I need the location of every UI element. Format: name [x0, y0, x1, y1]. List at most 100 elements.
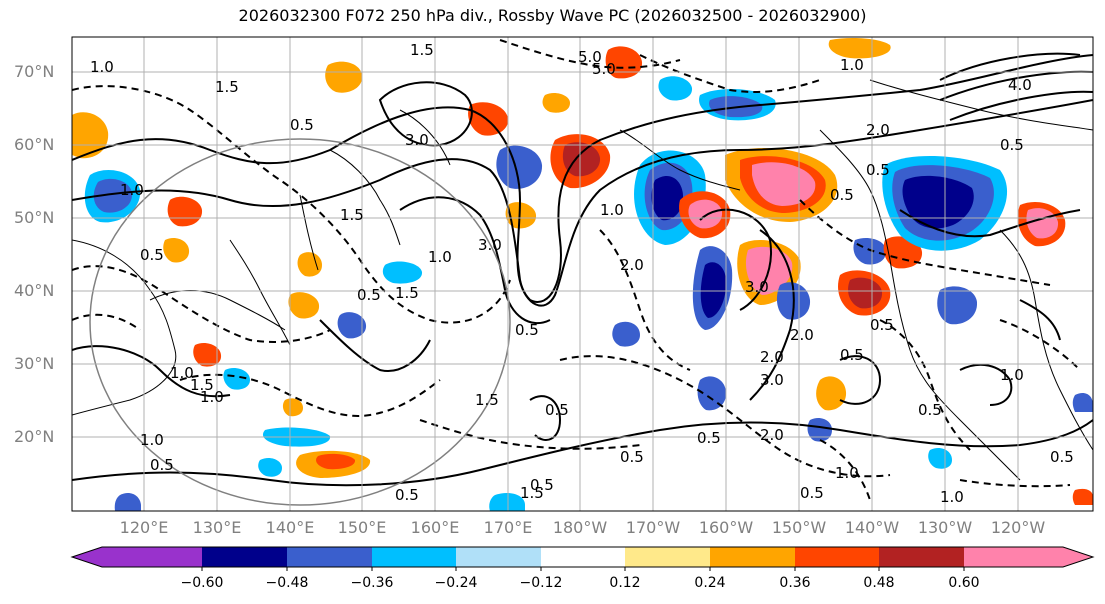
contour-label: 0.5: [1050, 448, 1074, 466]
contour-label: 0.5: [697, 429, 721, 447]
contour-label: 1.0: [1000, 366, 1024, 384]
lon-label: 140°E: [265, 518, 315, 537]
rossby-contours-solid: [72, 52, 1093, 487]
colorbar-tick-label: −0.12: [519, 575, 563, 591]
colorbar-tick-label: 0.24: [694, 575, 726, 591]
contour-label: 1.0: [840, 56, 864, 74]
contour-label: 0.5: [840, 346, 864, 364]
lat-label: 50°N: [14, 208, 55, 227]
lat-label: 60°N: [14, 135, 55, 154]
colorbar-tick-label: −0.36: [350, 575, 394, 591]
contour-label: 0.5: [290, 116, 314, 134]
gridlines: [72, 37, 1093, 511]
contour-label: 1.5: [215, 78, 239, 96]
contour-label: 1.5: [190, 376, 214, 394]
lon-label: 160°E: [410, 518, 460, 537]
contour-label: 1.0: [200, 388, 224, 406]
contour-label: 2.0: [760, 426, 784, 444]
colorbar-extend-low: [72, 547, 102, 567]
contour-label: 1.5: [410, 41, 434, 59]
colorbar-segment: [625, 547, 710, 567]
contour-label: 3.0: [405, 131, 429, 149]
contour-label: 0.5: [800, 484, 824, 502]
lon-label: 120°E: [119, 518, 169, 537]
colorbar-segment: [541, 547, 625, 567]
lon-label: 150°E: [337, 518, 387, 537]
lon-label: 160°W: [698, 518, 754, 537]
contour-label: 5.0: [578, 48, 602, 66]
contour-label: 0.5: [357, 286, 381, 304]
contour-label: 0.5: [545, 401, 569, 419]
contour-label: 2.0: [760, 348, 784, 366]
coastlines: [72, 79, 1093, 481]
lat-label: 30°N: [14, 354, 55, 373]
contour-label: 1.0: [170, 364, 194, 382]
contour-label: 3.0: [478, 236, 502, 254]
lon-label: 120°W: [990, 518, 1046, 537]
contour-label: 1.0: [835, 464, 859, 482]
colorbar-segment: [964, 547, 1063, 567]
rossby-contours-dashed: [72, 39, 1081, 501]
lon-label: 150°W: [771, 518, 827, 537]
contour-label: 1.0: [140, 431, 164, 449]
colorbar: [70, 546, 1095, 571]
colorbar-tick-label: −0.48: [265, 575, 309, 591]
colorbar-segment: [710, 547, 795, 567]
colorbar-segment: [795, 547, 879, 567]
colorbar-extend-high: [1063, 547, 1093, 567]
contour-label: 0.5: [515, 321, 539, 339]
contour-label: 1.5: [475, 391, 499, 409]
contour-label: 0.5: [870, 316, 894, 334]
contour-label: 2.0: [620, 256, 644, 274]
lon-label: 130°E: [192, 518, 242, 537]
contour-label: 0.5: [395, 486, 419, 504]
contour-label: 0.5: [866, 161, 890, 179]
reference-circle: [89, 138, 511, 506]
lon-label: 180°W: [552, 518, 608, 537]
colorbar-tick-label: 0.60: [948, 575, 980, 591]
lon-label: 170°E: [483, 518, 533, 537]
contour-label: 1.0: [120, 181, 144, 199]
contour-label: 1.0: [428, 248, 452, 266]
colorbar-tick-label: 0.36: [779, 575, 811, 591]
colorbar-segment: [456, 547, 541, 567]
contour-label: 0.5: [1000, 136, 1024, 154]
colorbar-segment: [102, 547, 202, 567]
contour-label: 0.5: [530, 476, 554, 494]
colorbar-segment: [202, 547, 287, 567]
contour-label: 0.5: [620, 448, 644, 466]
colorbar-tick-label: −0.60: [180, 575, 224, 591]
contour-label: 5.0: [592, 60, 616, 78]
contour-label: 0.5: [150, 456, 174, 474]
lon-label: 140°W: [844, 518, 900, 537]
contour-label: 0.5: [918, 401, 942, 419]
colorbar-tick-label: 0.12: [609, 575, 641, 591]
colorbar-tick-label: 0.48: [863, 575, 895, 591]
colorbar-segment: [372, 547, 456, 567]
lon-label: 170°W: [625, 518, 681, 537]
contour-label: 3.0: [745, 278, 769, 296]
figure-title: 2026032300 F072 250 hPa div., Rossby Wav…: [238, 6, 867, 25]
lat-label: 20°N: [14, 427, 55, 446]
contour-label: 1.0: [90, 58, 114, 76]
contour-label: 3.0: [760, 371, 784, 389]
contour-label: 1.5: [340, 206, 364, 224]
lon-label: 130°W: [917, 518, 973, 537]
contour-label: 2.0: [866, 121, 890, 139]
contour-label: 1.5: [395, 284, 419, 302]
contour-label: 4.0: [1008, 76, 1032, 94]
map-frame: [71, 36, 1094, 512]
contour-label: 2.0: [790, 326, 814, 344]
lat-label: 70°N: [14, 62, 55, 81]
contour-label: 0.5: [830, 186, 854, 204]
colorbar-tick-label: −0.24: [434, 575, 478, 591]
lat-label: 40°N: [14, 281, 55, 300]
contour-label: 1.5: [520, 484, 544, 502]
colorbar-segment: [879, 547, 964, 567]
contour-label: 1.0: [940, 488, 964, 506]
contour-labels: 1.0 1.5 5.0 5.0 0.5 1.5 3.0 1.0 1.5 1.0 …: [90, 41, 1074, 506]
contour-label: 0.5: [140, 246, 164, 264]
colorbar-segment: [287, 547, 372, 567]
map-area: [72, 37, 1093, 511]
